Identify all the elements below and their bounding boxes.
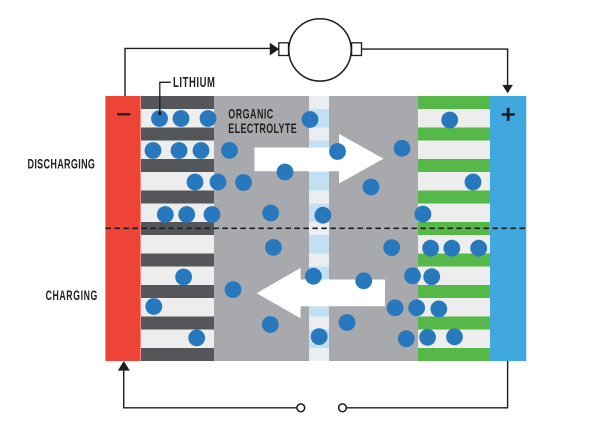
svg-text:ORGANIC: ORGANIC bbox=[228, 106, 273, 121]
svg-text:CHARGING: CHARGING bbox=[46, 289, 98, 303]
svg-text:ELECTROLYTE: ELECTROLYTE bbox=[228, 121, 297, 136]
svg-text:LITHIUM: LITHIUM bbox=[173, 74, 215, 91]
svg-text:DISCHARGING: DISCHARGING bbox=[28, 156, 95, 171]
